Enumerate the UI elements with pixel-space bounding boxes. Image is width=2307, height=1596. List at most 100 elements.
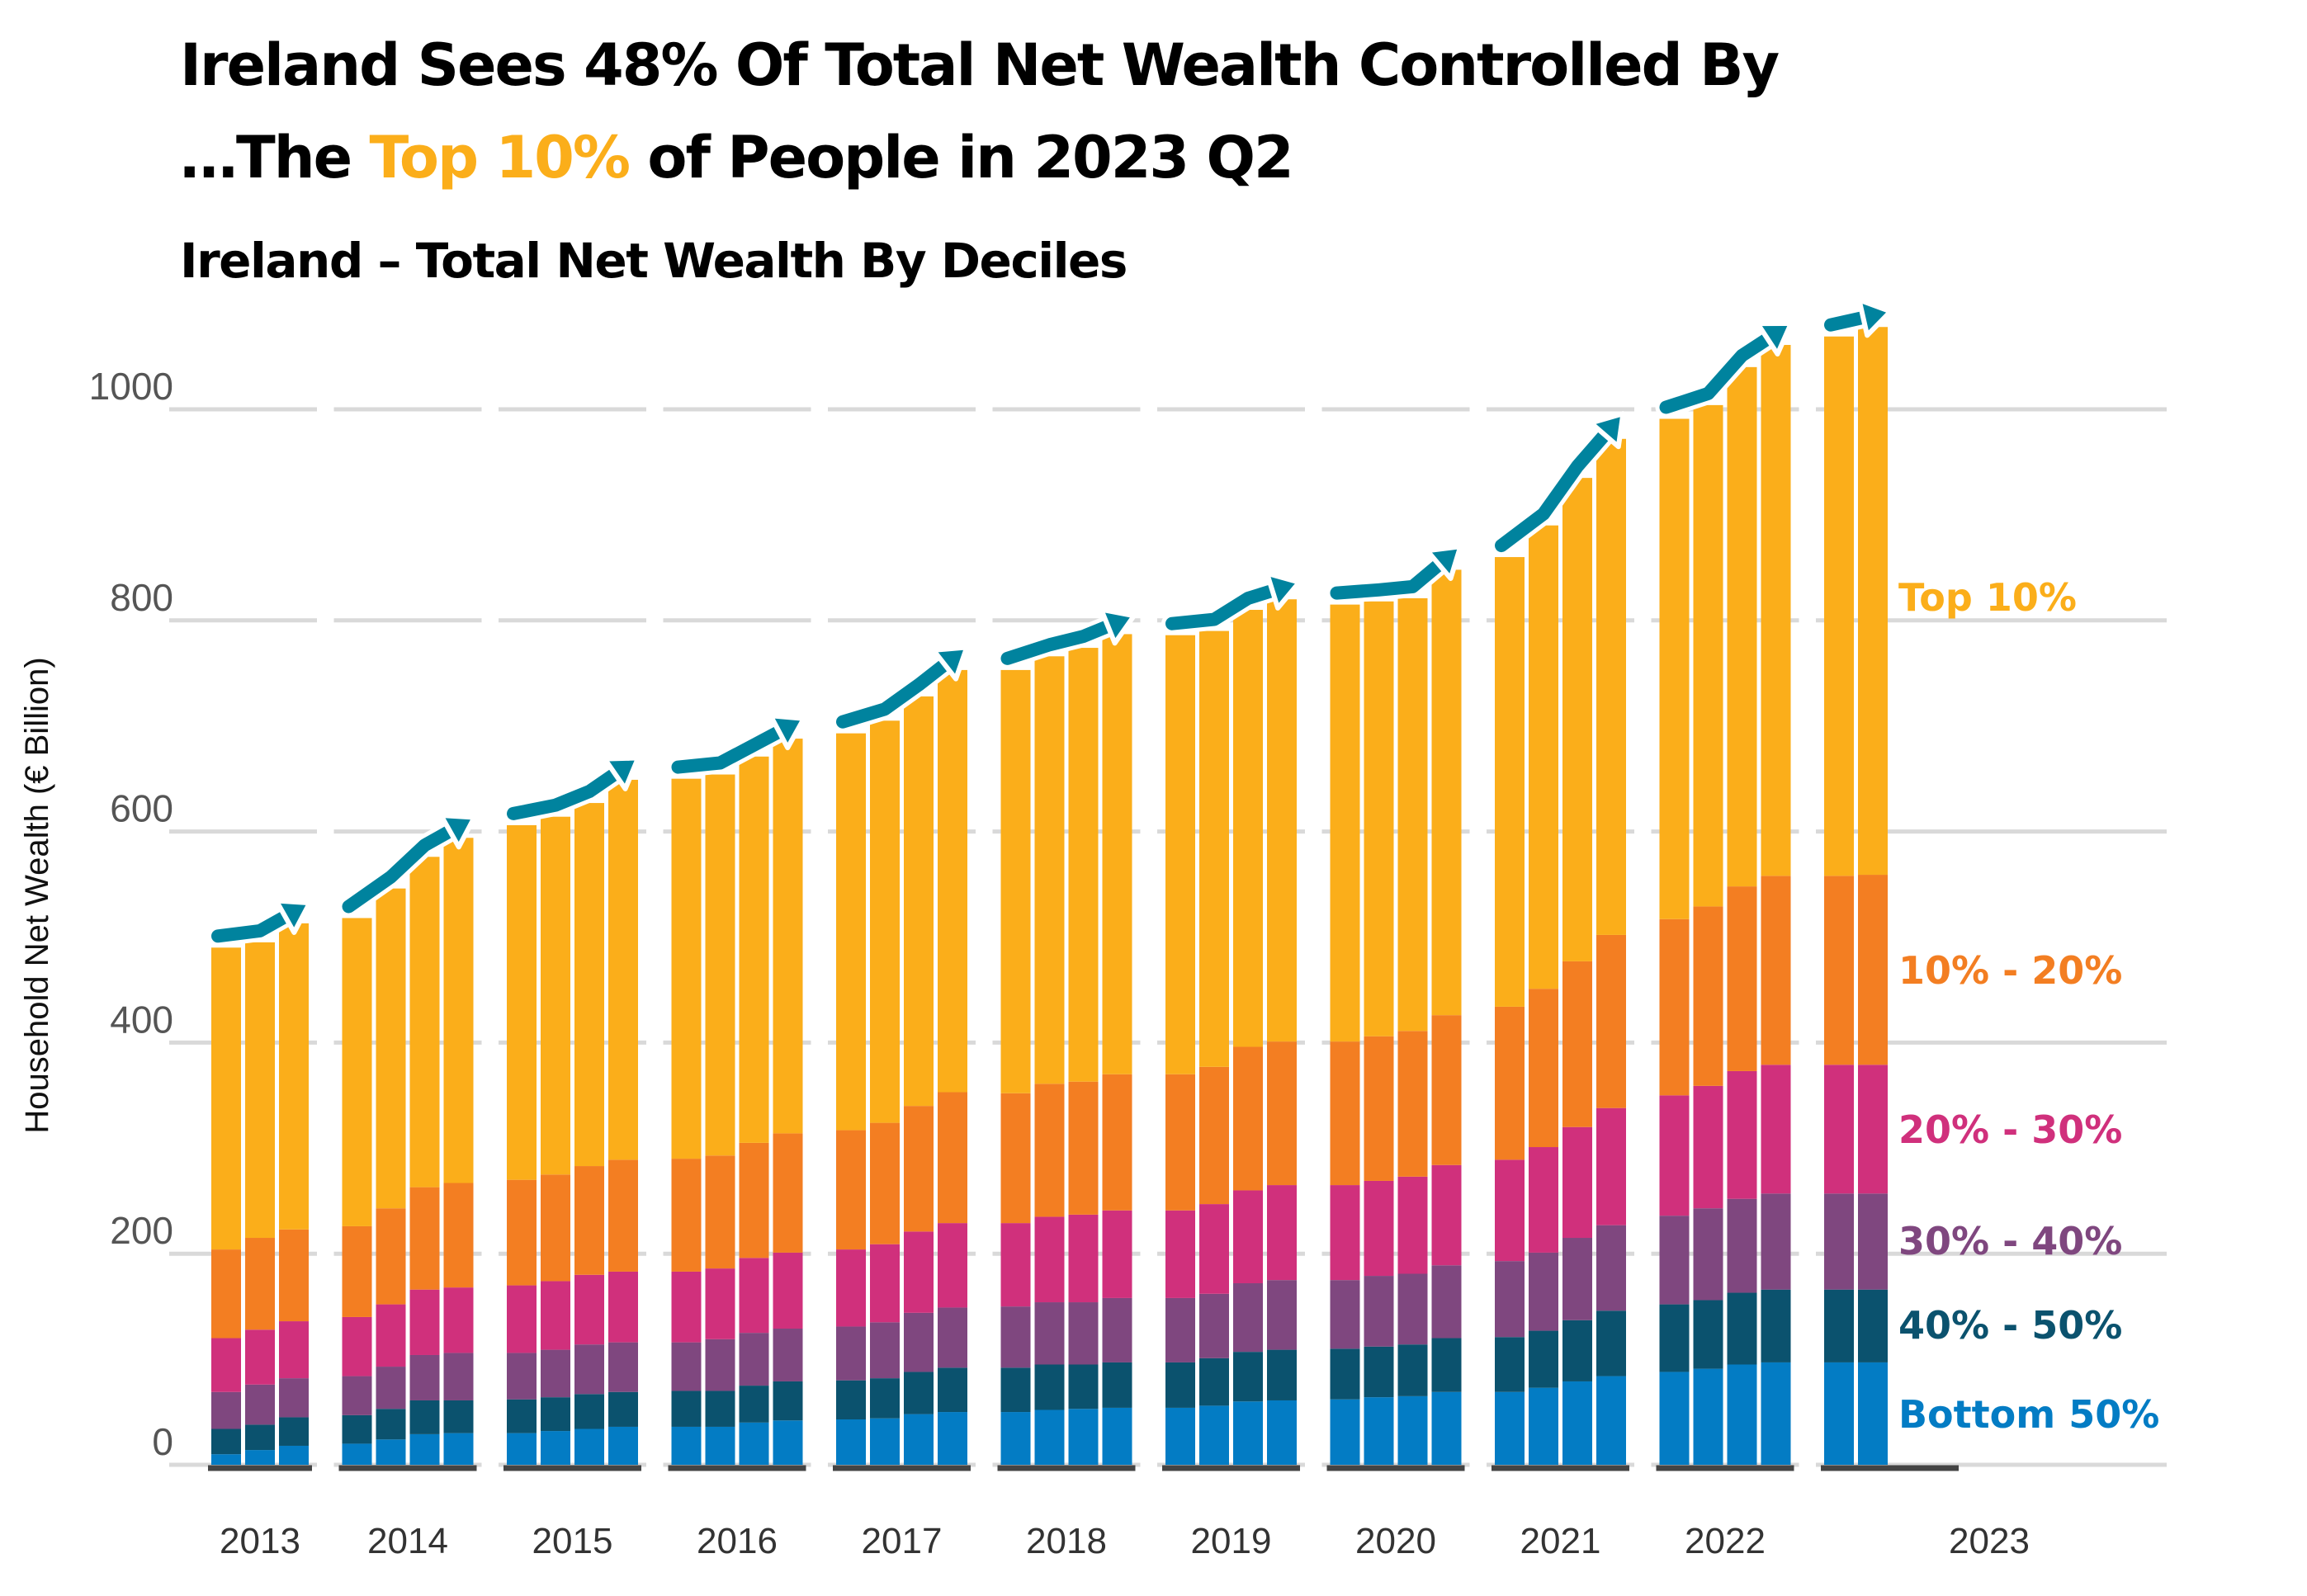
bar-segment (541, 1281, 570, 1350)
y-axis-label: Household Net Wealth (€ Billion) (19, 657, 55, 1133)
bar-segment (409, 1354, 440, 1400)
bar-segment (409, 1400, 440, 1434)
bar-segment (409, 857, 440, 1188)
bar-segment (705, 1391, 735, 1427)
bar-segment (409, 1433, 440, 1465)
bar-segment (938, 1367, 967, 1413)
bar-segment (376, 1304, 406, 1367)
bar-segment (1431, 1015, 1462, 1165)
bar-segment (1562, 1320, 1592, 1381)
bar-segment (443, 1353, 474, 1400)
bar-segment (1165, 1362, 1195, 1408)
bar-segment (1233, 1283, 1263, 1353)
bar-segment (279, 1321, 309, 1379)
bar-segment (1562, 1238, 1592, 1320)
bar-segment (1693, 404, 1723, 907)
bar-segment (574, 1428, 604, 1465)
title-prefix: …The (180, 124, 370, 191)
bar-segment (1397, 1273, 1428, 1345)
bar-segment (608, 1342, 638, 1392)
title-highlight-top10: Top 10% (369, 124, 631, 191)
trend-arrow-line (507, 765, 625, 820)
bar-segment (1199, 1066, 1229, 1205)
bar-segment (1034, 1216, 1065, 1303)
bar-segment (574, 1394, 604, 1429)
bar-segment (1330, 604, 1360, 1042)
bar-segment (671, 1271, 702, 1343)
bar-segment (870, 1244, 900, 1323)
bar-segment (342, 1443, 372, 1465)
y-tick-label: 800 (110, 576, 173, 619)
bar-segment (1431, 1391, 1462, 1465)
bar-segment (1824, 876, 1854, 1065)
bar-segment (1330, 1185, 1360, 1281)
bar-segment (1659, 418, 1690, 919)
trend-arrow-line (211, 908, 295, 943)
bar-segment (245, 1238, 275, 1330)
bar-segment (1233, 1190, 1263, 1284)
bar-segment (870, 1418, 900, 1465)
bar-segment (245, 942, 275, 1239)
bar-segment (1761, 1193, 1791, 1290)
trend-arrow-head (1755, 320, 1794, 357)
bar-segment (739, 1258, 769, 1334)
bar-segment (245, 1384, 275, 1425)
bar-segment (1761, 1362, 1791, 1465)
trend-arrow-line (1659, 330, 1777, 414)
trend-arrow-line (836, 655, 954, 729)
x-tick-label: 2019 (1191, 1521, 1272, 1561)
bar-segment (1824, 1193, 1854, 1290)
bar-segment (443, 1433, 474, 1465)
x-tick-label: 2022 (1685, 1521, 1766, 1561)
bar-segment (1693, 1368, 1723, 1465)
bar-segment (541, 816, 570, 1175)
bar-segment (1068, 1214, 1099, 1303)
bar-segment (279, 1378, 309, 1418)
bar-segment (1596, 1225, 1626, 1311)
bar-segment (279, 1445, 309, 1465)
bar-segment (1330, 1280, 1360, 1349)
y-axis-ticks: 0 200 400 600 800 1000 (89, 365, 173, 1463)
trend-arrow-line (1495, 425, 1614, 553)
bar-segment (739, 1422, 769, 1465)
bar-segment (1233, 610, 1263, 1047)
bar-segment (443, 1287, 474, 1353)
bar-segment (904, 1372, 934, 1414)
bar-segment (836, 1326, 866, 1381)
bar-segment (1529, 1252, 1558, 1331)
bar-segment (938, 669, 967, 1093)
bar-segment (574, 1344, 604, 1395)
bar-segment (1858, 1193, 1888, 1290)
bar-segment (1858, 327, 1888, 876)
bar-segment (870, 720, 900, 1123)
bar-segment (1824, 336, 1854, 876)
bar-segment (1693, 1208, 1723, 1301)
bar-segment (773, 1420, 803, 1465)
bar-segment (376, 1409, 406, 1440)
bar-segment (1397, 1395, 1428, 1465)
bar-segment (1562, 1381, 1592, 1465)
bar-segment (1529, 525, 1558, 989)
bar-segment (1824, 1289, 1854, 1362)
bar-segment (1233, 1046, 1263, 1191)
bar-segment (773, 1381, 803, 1421)
bar-segment (1495, 1261, 1525, 1338)
bar-segment (1495, 1006, 1525, 1160)
bar-segment (1199, 630, 1229, 1067)
bar-segment (773, 1133, 803, 1253)
bar-segment (1529, 989, 1558, 1148)
bar-segment (443, 1183, 474, 1288)
bar-segment (1364, 1346, 1394, 1398)
bar-segment (541, 1174, 570, 1282)
bar-segment (938, 1092, 967, 1224)
bar-segment (1693, 906, 1723, 1086)
bar-segment (608, 1271, 638, 1343)
legend-label: 10% - 20% (1898, 948, 2122, 993)
bar-segment (1431, 1338, 1462, 1392)
bar-segment (1267, 1041, 1297, 1186)
x-tick-label: 2014 (367, 1521, 448, 1561)
bar-segment (1562, 478, 1592, 961)
bar-segment (904, 1106, 934, 1232)
bar-segment (211, 947, 241, 1250)
x-axis-ticks: 2013 2014 2015 2016 2017 2018 2019 2020 2021 2022… (220, 1521, 2030, 1561)
